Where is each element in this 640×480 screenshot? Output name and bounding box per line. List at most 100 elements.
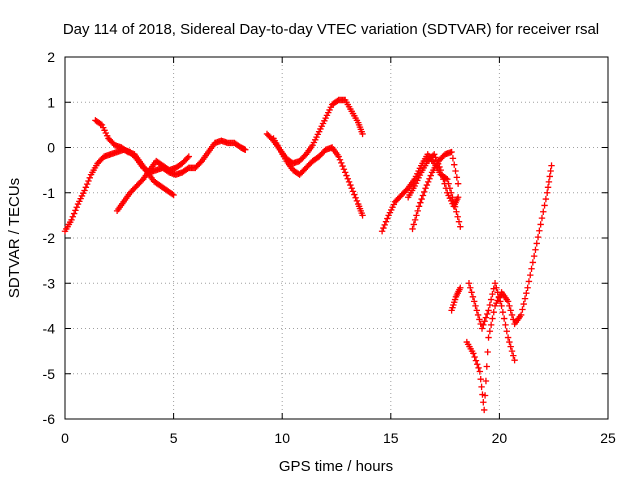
data-point — [493, 284, 500, 291]
data-point — [472, 302, 479, 310]
data-point — [506, 338, 513, 346]
axis-ticks: 0 5 10 15 20 25 -6 -5 -4 -3 -2 -1 0 1 2 — [43, 49, 616, 446]
data-point — [547, 167, 554, 175]
data-point — [470, 350, 477, 357]
data-point — [511, 356, 518, 364]
data-point — [485, 334, 492, 341]
series-arc-10 — [463, 162, 555, 414]
data-point — [482, 377, 490, 385]
x-tick-label: 15 — [383, 430, 399, 446]
data-point — [339, 162, 346, 170]
data-point — [489, 290, 496, 298]
data-point — [70, 210, 78, 217]
data-point — [409, 225, 416, 233]
data-point — [533, 240, 540, 247]
data-point — [381, 221, 388, 229]
data-point — [344, 175, 351, 182]
data-point — [359, 130, 366, 138]
data-point — [442, 185, 450, 192]
data-point — [537, 221, 544, 228]
data-point — [170, 191, 177, 199]
data-point — [525, 278, 533, 285]
data-point — [437, 166, 444, 174]
data-point — [451, 161, 458, 168]
data-point — [545, 178, 553, 186]
data-point — [452, 167, 459, 175]
x-axis-label: GPS time / hours — [279, 458, 393, 475]
data-point — [484, 310, 491, 318]
data-point — [85, 177, 92, 185]
data-point — [527, 271, 534, 279]
data-point — [510, 352, 517, 359]
data-point — [359, 212, 366, 219]
data-point — [455, 218, 463, 225]
data-point — [517, 311, 525, 319]
y-tick-label: 0 — [47, 140, 55, 156]
data-point — [523, 290, 530, 297]
data-point — [520, 300, 527, 308]
y-tick-label: -2 — [43, 230, 56, 246]
data-point — [541, 202, 548, 209]
data-point — [438, 171, 446, 178]
data-point — [348, 185, 355, 192]
data-point — [507, 307, 514, 314]
x-tick-label: 5 — [170, 430, 178, 446]
data-point — [473, 307, 481, 314]
data-point — [491, 280, 499, 287]
data-point — [478, 325, 486, 332]
data-point — [487, 321, 495, 329]
data-point — [185, 153, 193, 160]
data-point — [546, 173, 553, 180]
data-point — [506, 302, 513, 310]
series-arc-5 — [270, 135, 366, 219]
data-point — [507, 343, 514, 350]
data-point — [536, 227, 543, 234]
data-point — [242, 146, 249, 153]
data-point — [540, 208, 547, 215]
data-point — [457, 223, 464, 230]
data-point — [480, 399, 487, 406]
data-point — [476, 368, 484, 375]
data-point — [474, 311, 482, 319]
data-point — [530, 252, 538, 260]
data-point — [478, 383, 485, 391]
data-point — [471, 353, 478, 361]
y-tick-label: 1 — [47, 94, 55, 110]
y-tick-label: -4 — [43, 321, 56, 337]
data-point — [411, 216, 419, 224]
data-point — [422, 185, 429, 192]
chart-title: Day 114 of 2018, Sidereal Day-to-day VTE… — [63, 21, 599, 38]
data-point — [542, 195, 550, 203]
data-point — [432, 154, 439, 161]
data-point — [338, 159, 345, 167]
data-point — [486, 328, 494, 335]
data-point — [498, 302, 505, 310]
data-point — [519, 306, 526, 313]
data-point — [548, 162, 555, 169]
data-point — [426, 175, 433, 182]
data-point — [490, 309, 497, 316]
data-point — [480, 321, 487, 329]
data-point — [349, 188, 357, 195]
data-point — [474, 361, 481, 368]
data-point — [454, 194, 462, 201]
x-tick-label: 25 — [600, 430, 616, 446]
data-point — [421, 188, 428, 196]
grid — [65, 57, 608, 419]
series-arc-8 — [404, 151, 462, 210]
series-arc-9 — [448, 284, 464, 314]
data-point — [504, 334, 512, 341]
data-point — [448, 148, 455, 156]
data-point — [521, 295, 529, 302]
data-point — [480, 406, 488, 414]
data-point — [353, 197, 361, 205]
data-point — [336, 156, 344, 163]
data-point — [69, 213, 77, 220]
data-point — [382, 218, 390, 225]
data-point — [524, 284, 531, 291]
data-point — [502, 321, 509, 329]
y-tick-label: -3 — [43, 275, 56, 291]
data-point — [475, 364, 482, 372]
data-point — [483, 363, 491, 370]
data-point — [481, 392, 489, 399]
